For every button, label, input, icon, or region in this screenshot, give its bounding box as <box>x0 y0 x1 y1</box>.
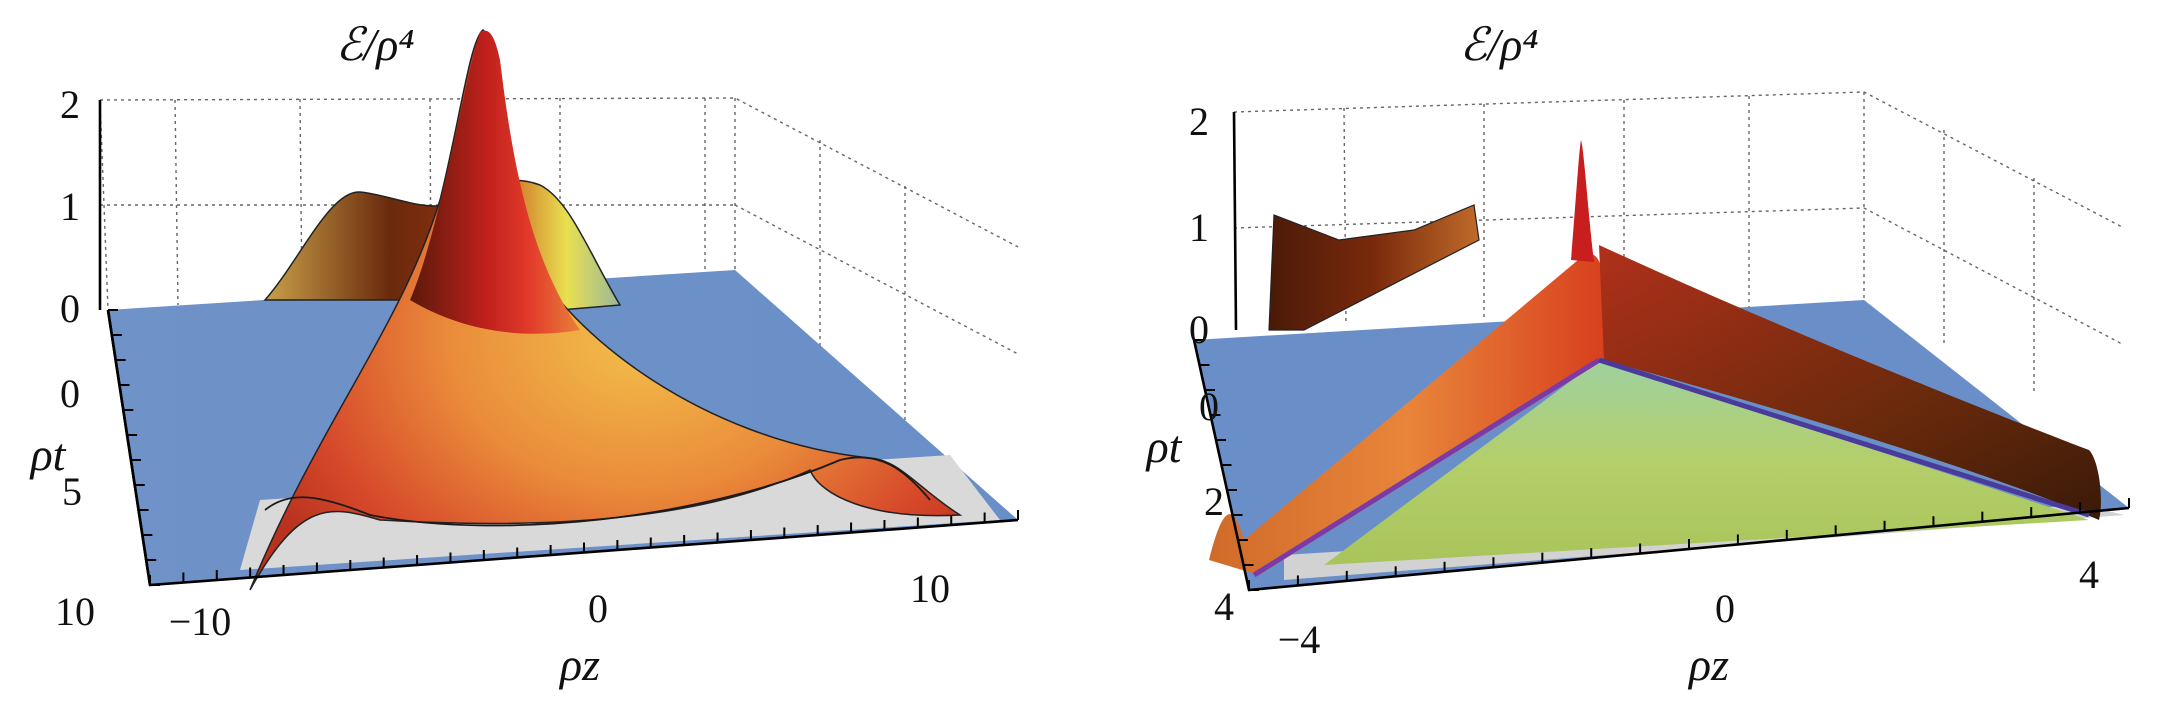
right-ytick-0: 0 <box>1199 384 1219 429</box>
left-x-ticks <box>149 510 1019 585</box>
right-ztick-0: 0 <box>1189 307 1209 352</box>
right-ztick-1: 1 <box>1189 205 1209 250</box>
right-xtick-1: 0 <box>1715 586 1735 631</box>
right-xlabel: ρz <box>1687 639 1729 690</box>
right-ytick-1: 2 <box>1204 479 1224 524</box>
right-xtick-0: −4 <box>1278 617 1321 662</box>
chart-left: −10 0 10 0 5 10 0 1 2 ℰ/ρ⁴ ρz ρt <box>29 19 1021 690</box>
left-xlabel: ρz <box>558 639 600 690</box>
right-title: ℰ/ρ⁴ <box>1460 19 1539 70</box>
left-ytick-1: 5 <box>62 469 82 514</box>
left-xtick-0: −10 <box>169 599 232 644</box>
right-ytick-2: 4 <box>1214 584 1234 629</box>
left-y-ticks <box>108 309 160 586</box>
left-front-ridge <box>264 456 931 527</box>
left-xtick-1: 0 <box>588 586 608 631</box>
left-ylabel: ρt <box>29 429 67 480</box>
right-rim-right <box>1598 357 2090 518</box>
left-main-surface <box>249 29 963 591</box>
left-title: ℰ/ρ⁴ <box>336 19 415 70</box>
left-ztick-0: 0 <box>60 286 80 331</box>
left-ytick-0: 0 <box>60 371 80 416</box>
left-ztick-2: 2 <box>60 82 80 127</box>
left-ytick-2: 10 <box>55 589 95 634</box>
right-xtick-2: 4 <box>2079 552 2099 597</box>
chart-right: −4 0 4 0 2 4 0 1 2 ℰ/ρ⁴ ρz ρt <box>1084 0 2167 702</box>
right-ztick-2: 2 <box>1189 99 1209 144</box>
chart-right-svg: −4 0 4 0 2 4 0 1 2 ℰ/ρ⁴ ρz ρt <box>1145 19 2130 690</box>
right-y-ticks <box>1194 339 1259 591</box>
right-ylabel: ρt <box>1145 421 1183 472</box>
right-rim-left <box>1252 357 1601 578</box>
right-back-ridge <box>1268 204 1480 331</box>
right-central-spike <box>1571 140 1594 262</box>
left-ztick-1: 1 <box>60 184 80 229</box>
chart-left-svg: −10 0 10 0 5 10 0 1 2 ℰ/ρ⁴ ρz ρt <box>29 19 1021 690</box>
left-central-peak <box>410 30 580 334</box>
left-xtick-2: 10 <box>910 566 950 611</box>
right-inner-plane <box>1324 360 2089 565</box>
right-right-ridge <box>1599 245 2101 520</box>
right-left-ridge <box>1209 253 1606 575</box>
right-x-ticks <box>1248 498 2130 590</box>
